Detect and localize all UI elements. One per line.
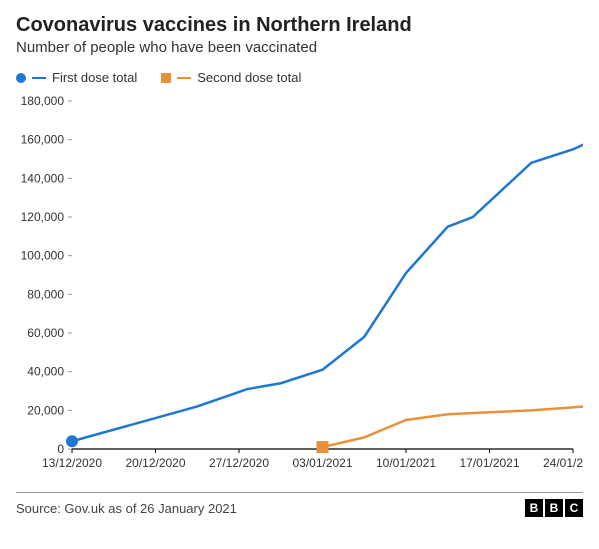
- bbc-logo-box: C: [565, 499, 583, 517]
- y-tick-label: 140,000: [21, 171, 65, 185]
- y-tick-label: 180,000: [21, 94, 65, 108]
- chart-footer: Source: Gov.uk as of 26 January 2021 B B…: [16, 492, 583, 517]
- y-tick-label: 20,000: [27, 403, 64, 417]
- legend-label: First dose total: [52, 70, 137, 85]
- legend-label: Second dose total: [197, 70, 301, 85]
- bbc-logo: B B C: [525, 499, 583, 517]
- x-tick-label: 20/12/2020: [125, 456, 185, 470]
- legend-line-icon: [177, 77, 191, 79]
- series-marker-square-icon: [317, 441, 329, 453]
- chart-container: Covonavirus vaccines in Northern Ireland…: [0, 0, 599, 549]
- bbc-logo-box: B: [545, 499, 563, 517]
- series-line: [323, 405, 584, 448]
- legend-line-icon: [32, 77, 46, 79]
- y-tick-label: 40,000: [27, 365, 64, 379]
- source-text: Source: Gov.uk as of 26 January 2021: [16, 501, 237, 516]
- y-tick-label: 0: [57, 442, 64, 456]
- legend-item-second-dose: Second dose total: [161, 70, 301, 85]
- y-tick-label: 80,000: [27, 287, 64, 301]
- legend: First dose total Second dose total: [16, 70, 583, 85]
- x-tick-label: 03/01/2021: [292, 456, 352, 470]
- series-line: [72, 134, 583, 441]
- chart-subtitle: Number of people who have been vaccinate…: [16, 39, 583, 56]
- legend-marker-square-icon: [161, 73, 171, 83]
- legend-item-first-dose: First dose total: [16, 70, 137, 85]
- x-tick-label: 17/01/2021: [459, 456, 519, 470]
- x-tick-label: 27/12/2020: [209, 456, 269, 470]
- y-tick-label: 160,000: [21, 133, 65, 147]
- chart-title: Covonavirus vaccines in Northern Ireland: [16, 14, 583, 37]
- series-marker-circle-icon: [66, 435, 78, 447]
- legend-marker-circle-icon: [16, 73, 26, 83]
- x-tick-label: 24/01/2021: [543, 456, 583, 470]
- y-tick-label: 60,000: [27, 326, 64, 340]
- x-tick-label: 10/01/2021: [376, 456, 436, 470]
- y-tick-label: 120,000: [21, 210, 65, 224]
- x-tick-label: 13/12/2020: [42, 456, 102, 470]
- bbc-logo-box: B: [525, 499, 543, 517]
- y-tick-label: 100,000: [21, 249, 65, 263]
- plot-svg: 0 20,000 40,000 60,000 80,000 100,000 120,000 1…: [16, 91, 583, 481]
